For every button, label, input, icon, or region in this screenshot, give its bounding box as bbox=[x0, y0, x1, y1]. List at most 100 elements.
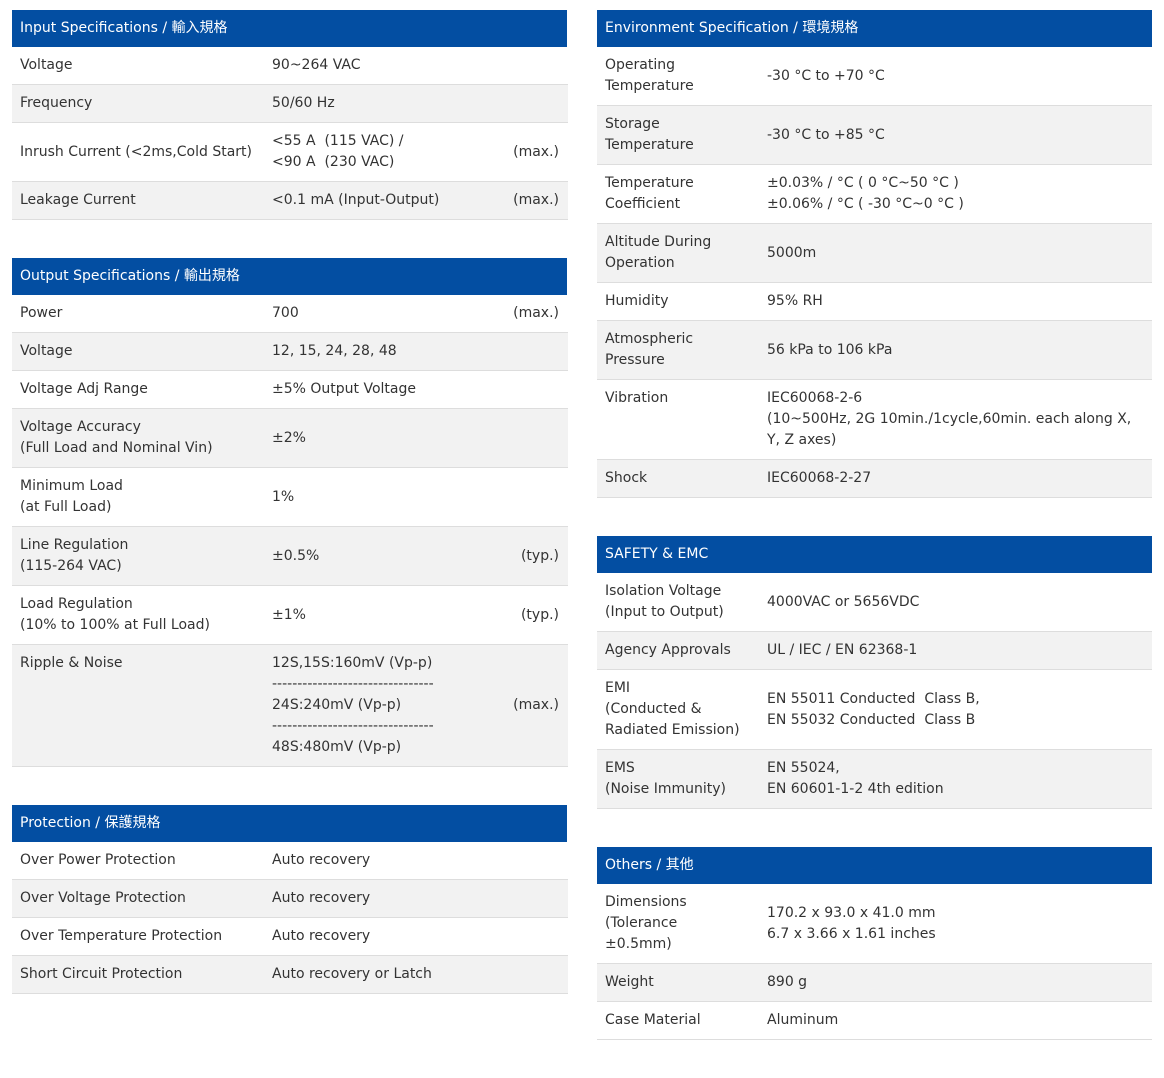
spec-note bbox=[501, 955, 568, 994]
spec-label: Load Regulation (10% to 100% at Full Loa… bbox=[12, 585, 264, 645]
spec-value: 56 kPa to 106 kPa bbox=[759, 320, 1152, 380]
spec-value: Auto recovery bbox=[264, 917, 501, 956]
spec-value-line: IEC60068-2-6 bbox=[767, 390, 863, 406]
spec-row-ripple-noise: Ripple & Noise 12S,15S:160mV (Vp-p) ------… bbox=[12, 644, 568, 767]
spec-row-over-power-protection: Over Power Protection Auto recovery bbox=[12, 842, 568, 880]
spec-value-line: Auto recovery bbox=[272, 890, 371, 906]
spec-label: Agency Approvals bbox=[597, 631, 759, 670]
spec-value: EN 55011 Conducted Class B, EN 55032 Cond… bbox=[759, 669, 1152, 750]
spec-value: -30 °C to +70 °C bbox=[759, 47, 1152, 106]
spec-row-agency-approvals: Agency Approvals UL / IEC / EN 62368-1 bbox=[597, 631, 1152, 670]
spec-value-line: Auto recovery or Latch bbox=[272, 966, 432, 982]
protection-table: Over Power Protection Auto recovery Over V… bbox=[12, 842, 568, 994]
spec-label: Voltage bbox=[12, 332, 264, 371]
spec-row-frequency: Frequency 50/60 Hz bbox=[12, 84, 568, 123]
spec-note: (max.) bbox=[501, 295, 568, 333]
spec-value: -30 °C to +85 °C bbox=[759, 105, 1152, 165]
spec-value-line: 5000m bbox=[767, 244, 817, 261]
spec-label: Over Voltage Protection bbox=[12, 879, 264, 918]
spec-value-line: ±0.06% / °C ( -30 °C~0 °C ) bbox=[767, 196, 964, 212]
spec-value: 12, 15, 24, 28, 48 bbox=[264, 332, 501, 371]
spec-row-leakage-current: Leakage Current <0.1 mA (Input-Output) (ma… bbox=[12, 181, 568, 220]
spec-row-case-material: Case Material Aluminum bbox=[597, 1001, 1152, 1040]
spec-value: 12S,15S:160mV (Vp-p) --------------------… bbox=[264, 644, 501, 767]
spec-label: Operating Temperature bbox=[597, 47, 759, 106]
spec-value: 170.2 x 93.0 x 41.0 mm 6.7 x 3.66 x 1.61 … bbox=[759, 884, 1152, 964]
spec-label: Over Temperature Protection bbox=[12, 917, 264, 956]
spec-row-isolation-voltage-input-to-output: Isolation Voltage (Input to Output) 4000V… bbox=[597, 573, 1152, 632]
spec-note: (max.) bbox=[501, 122, 568, 182]
spec-value-line: 700 bbox=[272, 305, 299, 321]
safety-emc-section: SAFETY & EMC Isolation Voltage (Input to … bbox=[597, 536, 1152, 809]
spec-value-line: ±0.5% bbox=[272, 547, 320, 564]
safety-emc-header: SAFETY & EMC bbox=[597, 536, 1152, 573]
spec-value: Auto recovery or Latch bbox=[264, 955, 501, 994]
spec-row-operating-temperature: Operating Temperature -30 °C to +70 °C bbox=[597, 47, 1152, 106]
spec-value-line: ±0.03% / °C ( 0 °C~50 °C ) bbox=[767, 175, 959, 191]
spec-row-voltage: Voltage 12, 15, 24, 28, 48 bbox=[12, 332, 568, 371]
spec-value-line: ±1% bbox=[272, 606, 306, 623]
safety-emc-table: Isolation Voltage (Input to Output) 4000V… bbox=[597, 573, 1152, 809]
spec-label: Line Regulation (115-264 VAC) bbox=[12, 526, 264, 586]
spec-value: 5000m bbox=[759, 223, 1152, 283]
others-section: Others / 其他 Dimensions (Tolerance ±0.5mm)… bbox=[597, 847, 1152, 1040]
spec-value: 4000VAC or 5656VDC bbox=[759, 573, 1152, 632]
spec-label: Voltage Adj Range bbox=[12, 370, 264, 409]
spec-value-line: EN 60601-1-2 4th edition bbox=[767, 781, 944, 797]
spec-note bbox=[501, 47, 568, 85]
spec-label: Leakage Current bbox=[12, 181, 264, 220]
spec-value: 700 bbox=[264, 295, 501, 333]
spec-label: Voltage bbox=[12, 47, 264, 85]
spec-label: Case Material bbox=[597, 1001, 759, 1040]
spec-value: 90~264 VAC bbox=[264, 47, 501, 85]
spec-row-load-regulation-10-to-100-at-full-load: Load Regulation (10% to 100% at Full Loa… bbox=[12, 585, 568, 645]
spec-note bbox=[501, 467, 568, 527]
spec-label: Frequency bbox=[12, 84, 264, 123]
spec-row-storage-temperature: Storage Temperature -30 °C to +85 °C bbox=[597, 105, 1152, 165]
spec-note bbox=[501, 842, 568, 880]
spec-note: (typ.) bbox=[501, 526, 568, 586]
spec-row-altitude-during-operation: Altitude During Operation 5000m bbox=[597, 223, 1152, 283]
protection-header: Protection / 保護規格 bbox=[12, 805, 567, 842]
spec-value: <0.1 mA (Input-Output) bbox=[264, 181, 501, 220]
input-specifications-header: Input Specifications / 輸入規格 bbox=[12, 10, 567, 47]
spec-label: Isolation Voltage (Input to Output) bbox=[597, 573, 759, 632]
spec-label: Short Circuit Protection bbox=[12, 955, 264, 994]
spec-value-line: 24S:240mV (Vp-p) bbox=[272, 697, 402, 713]
spec-label: Ripple & Noise bbox=[12, 644, 264, 767]
spec-value-line: Auto recovery bbox=[272, 928, 371, 944]
spec-value-line: 6.7 x 3.66 x 1.61 inches bbox=[767, 925, 936, 942]
spec-label: Atmospheric Pressure bbox=[597, 320, 759, 380]
spec-value-line: <0.1 mA (Input-Output) bbox=[272, 192, 440, 208]
spec-value-line: <55 A (115 VAC) / bbox=[272, 133, 404, 149]
others-header: Others / 其他 bbox=[597, 847, 1152, 884]
spec-value: EN 55024, EN 60601-1-2 4th edition bbox=[759, 749, 1152, 809]
spec-label: EMS (Noise Immunity) bbox=[597, 749, 759, 809]
spec-value: ±0.03% / °C ( 0 °C~50 °C ) ±0.06% / °C ( … bbox=[759, 164, 1152, 224]
spec-value-line: UL / IEC / EN 62368-1 bbox=[767, 642, 918, 658]
spec-value: ±1% bbox=[264, 585, 501, 645]
spec-row-over-voltage-protection: Over Voltage Protection Auto recovery bbox=[12, 879, 568, 918]
spec-row-voltage-accuracy-full-load-and-nominal-vin: Voltage Accuracy (Full Load and Nominal … bbox=[12, 408, 568, 468]
spec-value-line: 12, 15, 24, 28, 48 bbox=[272, 343, 397, 359]
spec-value-line: 4000VAC or 5656VDC bbox=[767, 593, 920, 610]
spec-row-voltage: Voltage 90~264 VAC bbox=[12, 47, 568, 85]
spec-row-emi-conducted-radiated-emission: EMI (Conducted & Radiated Emission) EN 55… bbox=[597, 669, 1152, 750]
spec-label: Temperature Coefficient bbox=[597, 164, 759, 224]
spec-row-over-temperature-protection: Over Temperature Protection Auto recovery bbox=[12, 917, 568, 956]
spec-value-line: EN 55032 Conducted Class B bbox=[767, 711, 976, 728]
spec-row-temperature-coefficient: Temperature Coefficient ±0.03% / °C ( 0 °… bbox=[597, 164, 1152, 224]
spec-value-line: IEC60068-2-27 bbox=[767, 470, 872, 486]
left-column: Input Specifications / 輸入規格 Voltage 90~264… bbox=[12, 10, 568, 1032]
spec-value: 50/60 Hz bbox=[264, 84, 501, 123]
spec-label: Inrush Current (<2ms,Cold Start) bbox=[12, 122, 264, 182]
environment-specification-section: Environment Specification / 環境規格 Operatin… bbox=[597, 10, 1152, 498]
spec-value-line: 50/60 Hz bbox=[272, 95, 335, 111]
spec-value: IEC60068-2-27 bbox=[759, 459, 1152, 498]
environment-specification-table: Operating Temperature -30 °C to +70 °C Sto… bbox=[597, 47, 1152, 498]
spec-value-line: -30 °C to +70 °C bbox=[767, 67, 885, 84]
spec-note bbox=[501, 917, 568, 956]
spec-label: Humidity bbox=[597, 282, 759, 321]
spec-row-shock: Shock IEC60068-2-27 bbox=[597, 459, 1152, 498]
spec-value-line: (10~500Hz, 2G 10min./1cycle,60min. each … bbox=[767, 411, 1132, 427]
